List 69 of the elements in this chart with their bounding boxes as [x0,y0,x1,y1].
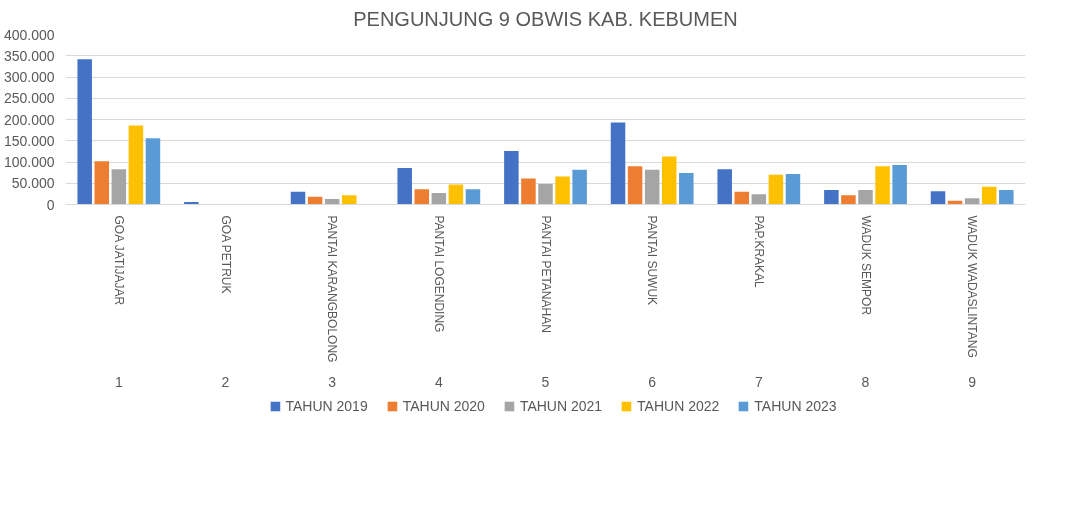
bar [341,195,357,205]
bar [538,184,553,205]
bar [964,198,980,205]
bar [930,191,946,205]
bar [94,161,110,205]
bar [661,156,677,205]
bar [644,169,660,205]
bar [981,186,997,205]
legend-label: TAHUN 2023 [754,398,837,414]
text: 8 [861,373,870,390]
bar [448,184,464,205]
text: 3 [328,373,337,390]
bar [841,195,856,205]
y-tick-label: 400.000 [3,26,55,43]
bar [572,169,587,205]
bar [734,191,750,205]
bar [751,194,767,205]
text: 5 [541,373,550,390]
chart-title: PENGUNJUNG 9 OBWIS KAB. KEBUMEN [353,7,738,30]
x-tick-label: PANTAI KARANGBOLONG [325,215,340,363]
bar [999,190,1014,205]
bar [504,150,519,205]
y-tick-label: 50.000 [11,175,55,192]
x-tick-label: PANTAI LOGENDING [431,215,446,333]
bar [145,138,161,205]
text: 9 [968,373,977,390]
bar [717,169,732,205]
bar [397,167,412,205]
y-tick-label: 0 [46,196,55,213]
x-tick-label: GOA PETRUK [218,215,233,294]
bar [555,176,570,205]
bar [290,191,306,205]
x-tick-label: GOA JATIJAJAR [111,215,126,306]
x-tick-label: PANTAI PETANAHAN [538,215,553,333]
y-tick-label: 150.000 [3,132,55,149]
legend-label: TAHUN 2022 [637,398,720,414]
y-tick-label: 350.000 [3,47,55,64]
y-tick-label: 300.000 [3,69,55,85]
bar [465,189,481,205]
bar [892,164,907,205]
bar [111,169,127,205]
y-tick-label: 200.000 [3,111,55,128]
bar [875,166,890,205]
bar [858,190,873,205]
bar [627,166,643,205]
x-tick-label: PAP.KRAKAL [751,215,766,289]
legend-label: TAHUN 2021 [519,398,603,414]
bar [824,190,839,205]
text: 2 [221,373,230,390]
bar [521,178,536,205]
text: 6 [648,373,657,390]
bar [414,189,430,205]
text: 7 [754,373,763,390]
text: 4 [434,373,443,390]
bar [128,125,144,205]
bar [77,59,92,205]
x-tick-label: WADUK WADASLINTANG [965,215,980,358]
x-tick-label: PANTAI SUWUK [645,215,660,306]
legend-label: TAHUN 2019 [285,398,368,414]
bar [785,173,801,205]
bar [768,174,784,205]
x-tick-label: WADUK SEMPOR [858,215,873,316]
legend-label: TAHUN 2020 [402,398,485,414]
text: 1 [114,373,123,390]
y-tick-label: 100.000 [3,154,55,170]
y-tick-label: 250.000 [3,90,55,107]
bar [610,122,626,205]
bar [679,173,694,205]
bar [431,193,447,205]
